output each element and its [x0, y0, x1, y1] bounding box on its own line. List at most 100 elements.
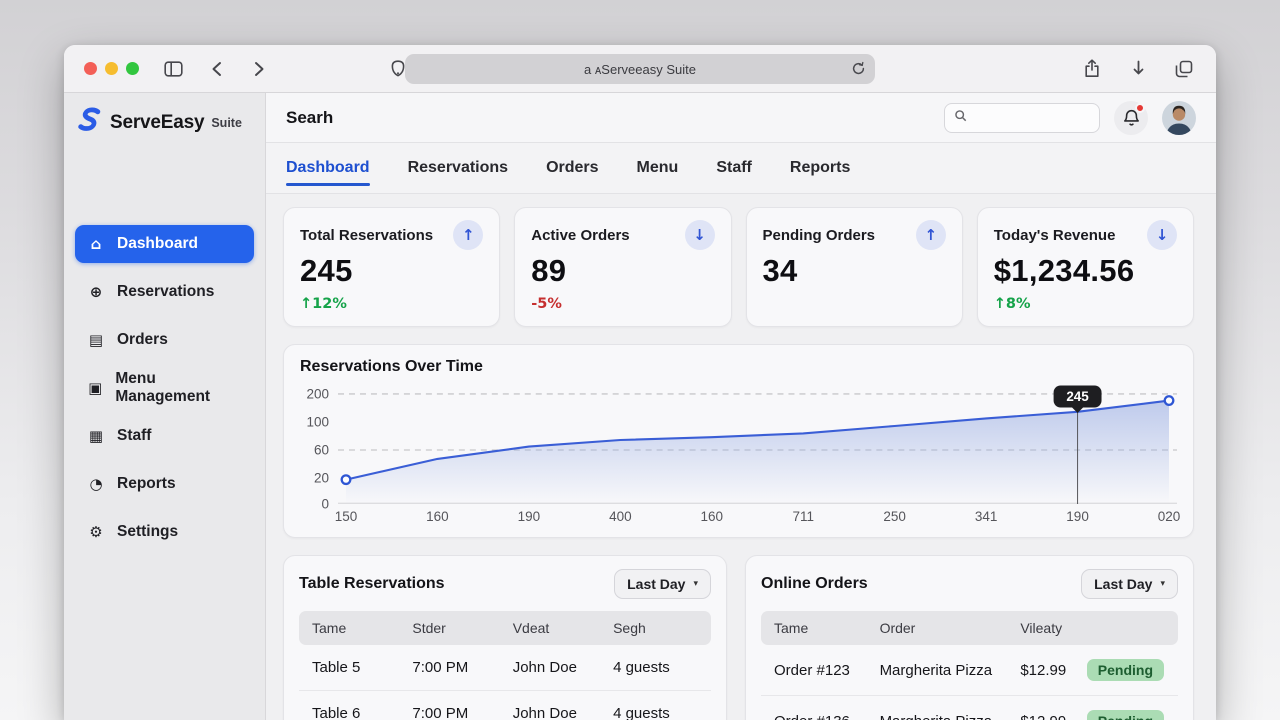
- range-dropdown[interactable]: Last Day ▾: [614, 569, 711, 599]
- y-tick-label: 0: [321, 496, 329, 512]
- x-tick-label: 160: [700, 509, 724, 524]
- stat-value: 34: [762, 253, 798, 288]
- share-icon[interactable]: [1080, 57, 1104, 81]
- x-tick-label: 190: [1066, 509, 1089, 524]
- range-dropdown[interactable]: Last Day ▾: [1081, 569, 1178, 599]
- brand-suffix: Suite: [211, 116, 242, 130]
- url-text: a ᴀServeeasy Suite: [584, 61, 696, 77]
- brand-logo: ServeEasy Suite: [75, 103, 254, 143]
- svg-text:245: 245: [1066, 389, 1089, 404]
- sidebar-item-settings[interactable]: ⚙ Settings: [75, 513, 254, 551]
- status-badge: Pending: [1086, 659, 1165, 681]
- stat-value: 245: [300, 253, 353, 288]
- tab-reports[interactable]: Reports: [789, 159, 851, 176]
- table-row[interactable]: Table 5 7:00 PM John Doe 4 guests: [299, 645, 711, 691]
- arrow-down-icon[interactable]: ↓: [684, 220, 715, 250]
- reload-icon[interactable]: [851, 61, 866, 79]
- back-button[interactable]: [204, 57, 228, 81]
- brand-logo-icon: [77, 106, 104, 141]
- chart-x-axis: 150 160 190 400 160 711 250 341 190 020: [335, 504, 1181, 528]
- sidebar-item-reports[interactable]: ◔ Reports: [75, 465, 254, 503]
- x-tick-label: 190: [517, 509, 541, 524]
- tab-bar: Dashboard Reservations Orders Menu Staff…: [266, 143, 1216, 194]
- arrow-down-icon[interactable]: ↓: [1147, 220, 1177, 250]
- plus-circle-icon: ⊕: [89, 283, 103, 301]
- zoom-window-button[interactable]: [126, 62, 139, 75]
- table-cell: $12.99: [1020, 713, 1086, 720]
- sidebar-item-orders[interactable]: ▤ Orders: [75, 321, 254, 359]
- forward-button[interactable]: [247, 57, 271, 81]
- table-cell: 4 guests: [613, 705, 670, 720]
- table-cell: $12.99: [1020, 661, 1067, 679]
- tab-orders[interactable]: Orders: [546, 159, 599, 176]
- stat-value: 89: [531, 253, 567, 288]
- column-header: Order: [879, 620, 916, 636]
- menu-board-icon: ▣: [88, 379, 103, 397]
- sidebar-item-label: Menu Management: [115, 370, 211, 405]
- sidebar-item-label: Reservations: [117, 283, 215, 300]
- tab-staff[interactable]: Staff: [716, 159, 752, 176]
- stat-delta: ↑8%: [993, 296, 1031, 312]
- sidebar-item-label: Settings: [117, 523, 179, 540]
- range-dropdown-label: Last Day: [627, 576, 686, 592]
- range-dropdown-label: Last Day: [1094, 576, 1153, 592]
- table-row[interactable]: Order #136 Margherita Pizza $12.99 Pendi…: [761, 696, 1178, 720]
- notification-bell[interactable]: [1114, 100, 1148, 135]
- privacy-shield-icon[interactable]: [386, 57, 410, 81]
- reservations-chart-card: Reservations Over Time 200 100 60 20 0 245 1…: [283, 344, 1194, 538]
- arrow-up-icon[interactable]: ↑: [453, 220, 484, 250]
- avatar[interactable]: [1162, 100, 1196, 135]
- chart-plot-area[interactable]: 245: [338, 384, 1177, 504]
- stat-value: $1,234.56: [993, 253, 1135, 288]
- stat-delta: [763, 296, 946, 313]
- stat-card-todays-revenue: Today's Revenue ↓ $1,234.56 ↑8%: [976, 207, 1194, 327]
- sidebar-item-label: Staff: [117, 427, 152, 444]
- notification-dot: [1135, 102, 1145, 113]
- table-row[interactable]: Order #123 Margherita Pizza $12.99 Pendi…: [761, 645, 1178, 696]
- table-cell: 7:00 PM: [412, 705, 469, 720]
- table-header-row: Tame Order Vileaty: [761, 611, 1178, 645]
- url-bar[interactable]: a ᴀServeeasy Suite: [405, 54, 875, 84]
- stat-label: Pending Orders: [762, 226, 876, 244]
- search-box[interactable]: [944, 102, 1100, 133]
- tab-menu[interactable]: Menu: [636, 159, 679, 176]
- x-tick-label: 250: [883, 509, 906, 524]
- search-icon: [954, 109, 967, 127]
- sidebar-item-staff[interactable]: ▦ Staff: [75, 417, 254, 455]
- tab-dashboard[interactable]: Dashboard: [286, 143, 370, 193]
- sidebar-item-dashboard[interactable]: ⌂ Dashboard: [75, 225, 254, 263]
- pie-chart-icon: ◔: [89, 475, 103, 493]
- table-cell: Margherita Pizza: [879, 661, 993, 679]
- sidebar-item-menu-management[interactable]: ▣ Menu Management: [75, 369, 254, 407]
- stat-label: Today's Revenue: [993, 226, 1116, 244]
- sidebar-nav: ⌂ Dashboard ⊕ Reservations ▤ Orders ▣ Me…: [75, 225, 254, 551]
- table-cell: John Doe: [512, 659, 577, 676]
- table-title: Online Orders: [761, 575, 868, 592]
- chart-y-axis: 200 100 60 20 0: [300, 384, 338, 511]
- close-window-button[interactable]: [84, 62, 97, 75]
- app-header: Searh: [266, 93, 1216, 143]
- x-tick-label: 160: [426, 509, 449, 524]
- reservations-line-chart[interactable]: 245: [338, 384, 1177, 504]
- bottom-row: Table Reservations Last Day ▾ Tame Stder…: [283, 555, 1194, 720]
- online-orders-card: Online Orders Last Day ▾ Tame Order Vile…: [745, 555, 1194, 720]
- search-input[interactable]: [973, 110, 1090, 125]
- stat-label: Active Orders: [531, 226, 630, 244]
- table-cell: 7:00 PM: [412, 659, 469, 676]
- column-header: Vdeat: [512, 620, 550, 636]
- home-icon: ⌂: [90, 235, 102, 253]
- y-tick-label: 100: [306, 414, 329, 430]
- y-tick-label: 60: [313, 442, 329, 458]
- table-cell: Table 6: [312, 705, 361, 720]
- stats-row: Total Reservations ↑ 245 ↑12% Active Ord…: [283, 207, 1194, 327]
- y-tick-label: 20: [313, 470, 329, 486]
- tab-overview-icon[interactable]: [1172, 57, 1196, 81]
- minimize-window-button[interactable]: [105, 62, 118, 75]
- traffic-lights: [84, 62, 139, 75]
- sidebar-toggle-icon[interactable]: [161, 57, 185, 81]
- sidebar-item-reservations[interactable]: ⊕ Reservations: [75, 273, 254, 311]
- tab-reservations[interactable]: Reservations: [407, 159, 509, 176]
- table-row[interactable]: Table 6 7:00 PM John Doe 4 guests: [299, 691, 711, 720]
- arrow-up-icon[interactable]: ↑: [915, 220, 946, 250]
- download-icon[interactable]: [1126, 57, 1150, 81]
